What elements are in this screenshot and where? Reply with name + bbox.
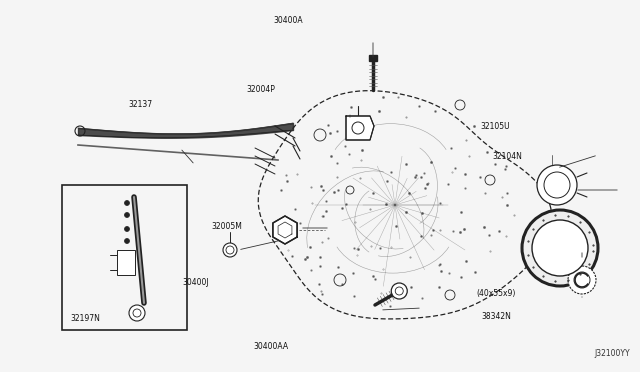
Text: 32005M: 32005M (211, 222, 242, 231)
Circle shape (537, 165, 577, 205)
Text: 38342N: 38342N (481, 312, 511, 321)
Circle shape (532, 220, 588, 276)
Polygon shape (273, 216, 297, 244)
Text: 30400A: 30400A (273, 16, 303, 25)
Text: 32105U: 32105U (480, 122, 509, 131)
Circle shape (568, 266, 596, 294)
Circle shape (125, 227, 129, 231)
Text: 32004P: 32004P (246, 85, 275, 94)
Circle shape (352, 122, 364, 134)
Bar (369, 55, 377, 61)
Text: 32104N: 32104N (493, 152, 523, 161)
Text: 32197N: 32197N (70, 314, 100, 323)
Circle shape (125, 238, 129, 244)
Bar (62, 185, 187, 330)
Circle shape (129, 305, 145, 321)
Circle shape (391, 283, 407, 299)
Polygon shape (346, 116, 374, 140)
Circle shape (522, 210, 598, 286)
Circle shape (125, 201, 129, 205)
Circle shape (223, 243, 237, 257)
Bar (117, 250, 135, 275)
Circle shape (125, 212, 129, 218)
Text: J32100YY: J32100YY (595, 349, 630, 358)
Text: 30400J: 30400J (182, 278, 209, 287)
Text: (40x55x9): (40x55x9) (476, 289, 516, 298)
Text: 32137: 32137 (128, 100, 152, 109)
Text: 30400AA: 30400AA (253, 342, 288, 351)
